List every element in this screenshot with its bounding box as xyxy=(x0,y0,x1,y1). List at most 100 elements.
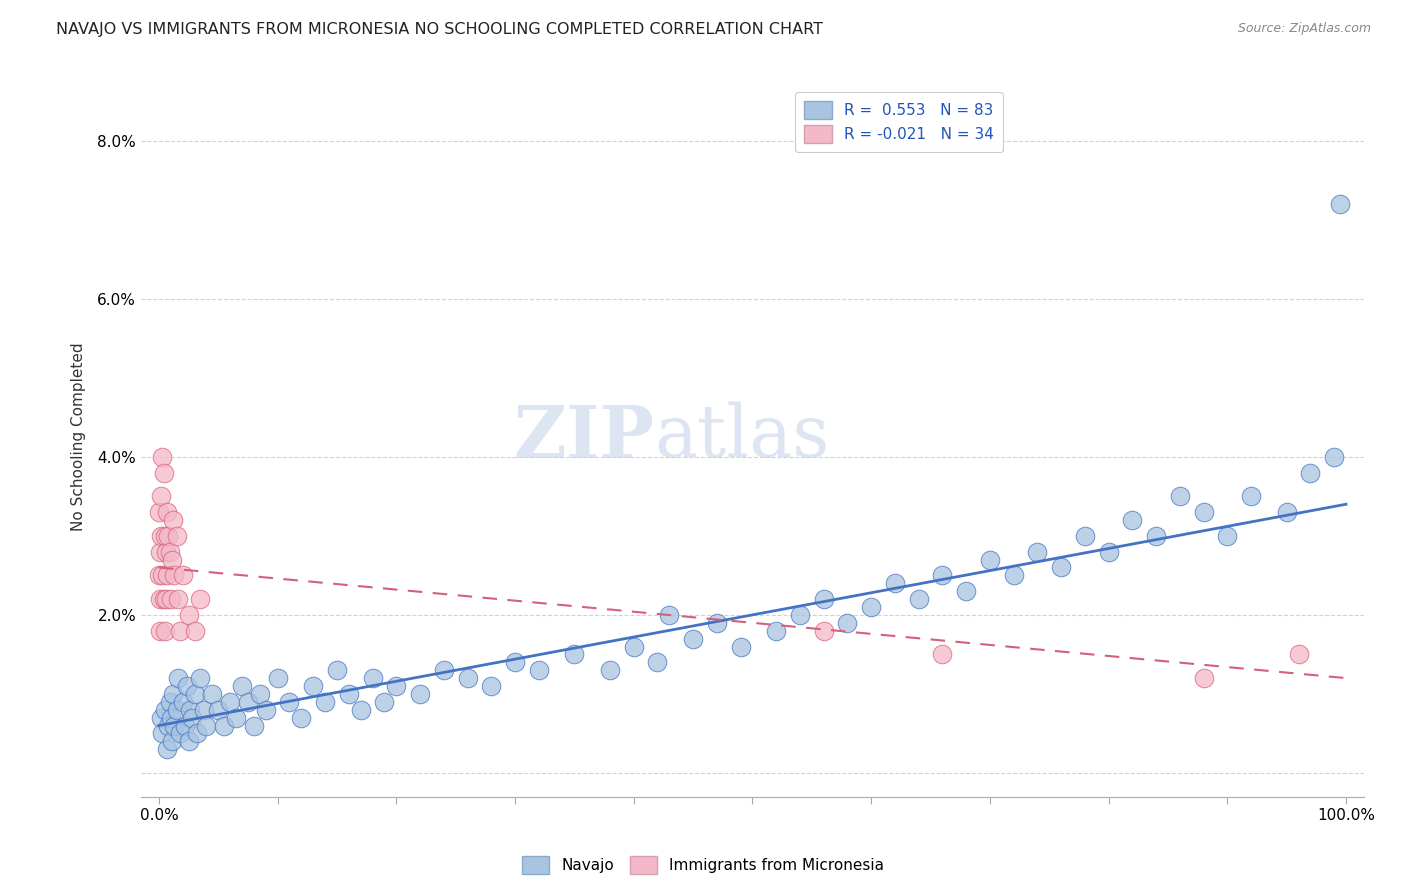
Point xyxy=(183,624,205,638)
Y-axis label: No Schooling Completed: No Schooling Completed xyxy=(72,343,86,532)
Point xyxy=(167,671,190,685)
Point xyxy=(1323,450,1346,464)
Text: ZIP: ZIP xyxy=(513,401,655,473)
Point xyxy=(373,695,395,709)
Point xyxy=(166,703,188,717)
Point xyxy=(155,544,177,558)
Point xyxy=(149,544,172,558)
Point xyxy=(186,726,208,740)
Point xyxy=(706,615,728,630)
Point xyxy=(290,711,312,725)
Point xyxy=(152,450,174,464)
Point xyxy=(159,711,181,725)
Point xyxy=(225,711,247,725)
Point xyxy=(907,592,929,607)
Point xyxy=(1288,648,1310,662)
Point xyxy=(479,679,502,693)
Point xyxy=(177,607,200,622)
Point xyxy=(152,568,174,582)
Point xyxy=(647,656,669,670)
Point xyxy=(1144,529,1167,543)
Point xyxy=(172,568,194,582)
Point xyxy=(181,711,204,725)
Point xyxy=(350,703,373,717)
Point xyxy=(979,552,1001,566)
Point xyxy=(193,703,215,717)
Point xyxy=(765,624,787,638)
Point xyxy=(195,718,218,732)
Point xyxy=(266,671,288,685)
Point xyxy=(172,695,194,709)
Point xyxy=(163,718,186,732)
Point xyxy=(249,687,271,701)
Point xyxy=(813,592,835,607)
Point xyxy=(169,726,191,740)
Point xyxy=(163,568,186,582)
Point xyxy=(190,592,212,607)
Point xyxy=(254,703,277,717)
Text: NAVAJO VS IMMIGRANTS FROM MICRONESIA NO SCHOOLING COMPLETED CORRELATION CHART: NAVAJO VS IMMIGRANTS FROM MICRONESIA NO … xyxy=(56,22,824,37)
Point xyxy=(361,671,384,685)
Point xyxy=(153,703,176,717)
Text: atlas: atlas xyxy=(655,401,830,473)
Point xyxy=(337,687,360,701)
Point xyxy=(148,505,170,519)
Point xyxy=(236,695,259,709)
Point xyxy=(179,703,201,717)
Point xyxy=(166,529,188,543)
Point xyxy=(385,679,408,693)
Point xyxy=(503,656,526,670)
Point xyxy=(149,592,172,607)
Point xyxy=(152,726,174,740)
Point xyxy=(1168,489,1191,503)
Point xyxy=(789,607,811,622)
Point xyxy=(156,505,179,519)
Point xyxy=(156,568,179,582)
Point xyxy=(159,695,181,709)
Point xyxy=(1216,529,1239,543)
Point xyxy=(212,718,235,732)
Point xyxy=(155,592,177,607)
Point xyxy=(157,718,180,732)
Point xyxy=(682,632,704,646)
Point xyxy=(149,624,172,638)
Point xyxy=(207,703,229,717)
Point xyxy=(167,592,190,607)
Point xyxy=(152,592,174,607)
Point xyxy=(150,711,173,725)
Point xyxy=(1275,505,1298,519)
Point xyxy=(183,687,205,701)
Point xyxy=(1026,544,1049,558)
Point xyxy=(883,576,905,591)
Point xyxy=(156,742,179,756)
Point xyxy=(157,529,180,543)
Point xyxy=(162,687,184,701)
Point xyxy=(190,671,212,685)
Point xyxy=(278,695,301,709)
Point xyxy=(231,679,253,693)
Point xyxy=(1002,568,1025,582)
Point xyxy=(150,529,173,543)
Point xyxy=(1192,505,1215,519)
Point xyxy=(1192,671,1215,685)
Point xyxy=(527,663,550,677)
Point xyxy=(153,529,176,543)
Point xyxy=(457,671,479,685)
Point xyxy=(162,513,184,527)
Point xyxy=(813,624,835,638)
Point xyxy=(409,687,432,701)
Point xyxy=(931,648,953,662)
Point xyxy=(174,718,197,732)
Point xyxy=(564,648,586,662)
Point xyxy=(152,466,174,480)
Text: Source: ZipAtlas.com: Source: ZipAtlas.com xyxy=(1237,22,1371,36)
Point xyxy=(159,592,181,607)
Point xyxy=(730,640,752,654)
Point xyxy=(153,624,176,638)
Point xyxy=(177,734,200,748)
Point xyxy=(1050,560,1073,574)
Point xyxy=(243,718,266,732)
Point xyxy=(160,552,183,566)
Point xyxy=(1097,544,1119,558)
Point xyxy=(837,615,859,630)
